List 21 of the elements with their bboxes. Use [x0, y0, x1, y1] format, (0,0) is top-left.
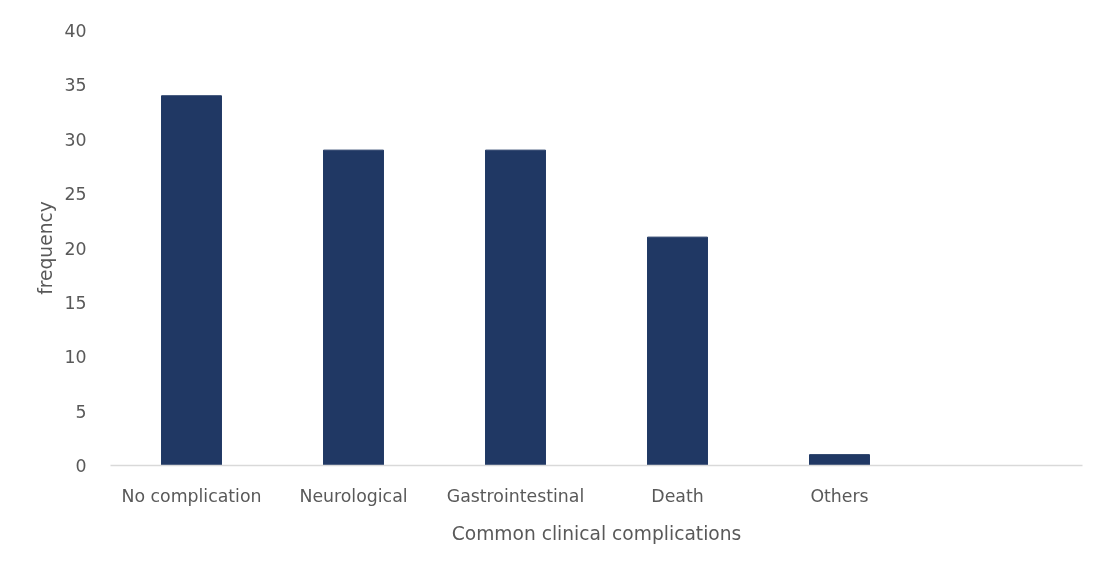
y-tick-label: 5	[75, 401, 87, 422]
bar	[161, 95, 222, 466]
bar	[809, 454, 870, 466]
y-tick-label: 0	[75, 456, 87, 476]
x-tick-label: No complication	[121, 485, 262, 506]
x-tick-label: Others	[810, 485, 869, 506]
y-tick-label: 20	[64, 238, 87, 259]
bar	[647, 236, 708, 466]
y-tick-label: 40	[64, 21, 87, 41]
y-tick-label: 30	[64, 129, 87, 150]
y-tick-label: 25	[64, 184, 87, 205]
x-tick-label: Gastrointestinal	[446, 485, 585, 506]
bar	[485, 149, 546, 466]
x-tick-label: Death	[651, 485, 704, 506]
y-tick-label: 35	[64, 75, 87, 96]
x-axis-title: Common clinical complications	[451, 522, 742, 544]
y-tick-label: 15	[64, 292, 87, 313]
bar	[323, 149, 384, 466]
x-tick-label: Neurological	[299, 485, 408, 506]
y-axis-title: frequency	[35, 201, 57, 295]
y-tick-label: 10	[64, 347, 87, 368]
